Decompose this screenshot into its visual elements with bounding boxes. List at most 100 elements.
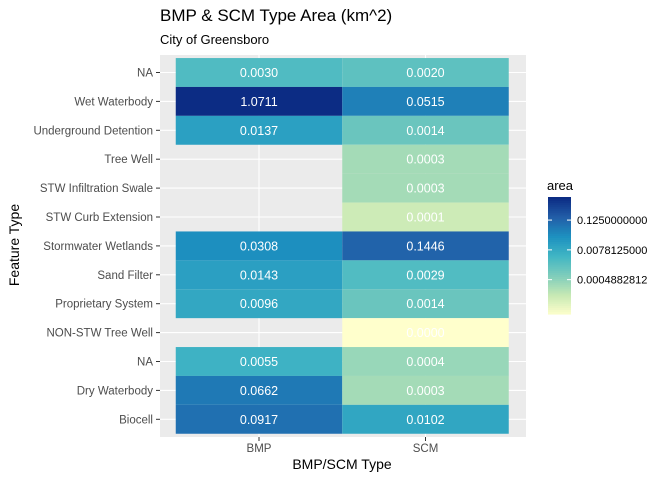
legend-colorbar-segment xyxy=(548,312,571,315)
y-tick-label: Underground Detention xyxy=(33,125,153,137)
heatmap-cell xyxy=(342,58,509,87)
legend-colorbar-segment xyxy=(548,304,571,307)
legend-title: area xyxy=(547,178,574,193)
cell-value-label: 0.0003 xyxy=(406,182,444,196)
y-tick-label: NA xyxy=(137,357,153,369)
legend-colorbar-segment xyxy=(548,236,571,239)
color-legend: area 0.1250000000 0.0078125000 0.000488281… xyxy=(547,178,647,315)
cell-value-label: 0.0137 xyxy=(240,124,278,138)
legend-colorbar-segment xyxy=(548,292,571,296)
heatmap-cell xyxy=(342,202,509,232)
cell-value-label: 1.0711 xyxy=(240,95,277,109)
legend-colorbar-segment xyxy=(548,298,571,301)
legend-colorbar-segment xyxy=(548,261,571,264)
legend-colorbar-segment xyxy=(548,286,571,290)
cell-value-label: 0.0143 xyxy=(240,268,278,282)
legend-break-label: 0.0078125000 xyxy=(577,245,647,257)
legend-break-label: 0.1250000000 xyxy=(577,215,647,227)
legend-colorbar-segment xyxy=(548,243,571,247)
heatmap-cell xyxy=(342,318,509,348)
legend-colorbar-segment xyxy=(548,220,571,223)
x-axis-tick-labels: BMP SCM xyxy=(247,437,438,455)
legend-colorbar-segment xyxy=(548,216,571,220)
legend-colorbar-segment xyxy=(548,198,571,202)
y-tick-label: Tree Well xyxy=(104,154,153,166)
cell-value-label: 0.0004 xyxy=(406,355,444,369)
heatmap-cell xyxy=(342,375,509,405)
legend-colorbar-segment xyxy=(548,232,571,235)
chart-title: BMP & SCM Type Area (km^2) xyxy=(160,6,392,25)
cell-value-label: 0.1446 xyxy=(406,239,444,253)
cell-value-label: 0.0917 xyxy=(240,413,278,427)
heatmap-cells: 0.0030 0.0020 1.0711 0.0515 0.0137 0.0014 0.00… xyxy=(175,58,509,434)
legend-colorbar-segment xyxy=(548,269,571,272)
cell-value-label: 0.0662 xyxy=(240,384,278,398)
heatmap-cell xyxy=(175,375,343,405)
y-tick-label: Sand Filter xyxy=(97,270,153,282)
legend-colorbar-segment xyxy=(548,208,571,212)
legend-colorbar-segment xyxy=(548,275,571,278)
y-tick-label: STW Curb Extension xyxy=(46,212,153,224)
legend-colorbar-segment xyxy=(548,200,571,204)
legend-colorbar-segment xyxy=(548,310,571,313)
legend-colorbar-segment xyxy=(548,257,571,260)
legend-colorbar-segment xyxy=(548,214,571,218)
legend-colorbar-segment xyxy=(548,212,571,216)
y-tick-label: Biocell xyxy=(119,414,153,426)
heatmap-cell xyxy=(175,58,343,87)
y-tick-label: Wet Waterbody xyxy=(74,96,153,108)
legend-colorbar-segment xyxy=(548,288,571,292)
legend-colorbar-segment xyxy=(548,253,571,257)
heatmap-cell xyxy=(342,289,509,319)
legend-colorbar-segment xyxy=(548,290,571,294)
legend-colorbar-segment xyxy=(548,230,571,233)
legend-colorbar-segment xyxy=(548,302,571,305)
y-tick-label: Stormwater Wetlands xyxy=(43,241,153,253)
y-tick-label: NON-STW Tree Well xyxy=(47,328,154,340)
legend-colorbar-segment xyxy=(548,282,571,286)
heatmap-cell xyxy=(175,347,343,376)
heatmap-cell xyxy=(342,260,509,290)
heatmap-cell xyxy=(342,144,509,174)
legend-colorbar-segment xyxy=(548,226,571,229)
heatmap-cell xyxy=(342,347,509,376)
y-tick-label: NA xyxy=(137,68,153,80)
heatmap-cell xyxy=(175,115,343,145)
legend-colorbar-segment xyxy=(548,247,571,251)
legend-colorbar-segment xyxy=(548,234,571,237)
heatmap-cell xyxy=(175,260,343,290)
legend-colorbar-segment xyxy=(548,296,571,299)
legend-colorbar-segment xyxy=(548,245,571,249)
legend-colorbar-segment xyxy=(548,222,571,225)
legend-colorbar-segment xyxy=(548,306,571,309)
legend-colorbar-segment xyxy=(548,259,571,262)
legend-colorbar-segment xyxy=(548,271,571,274)
cell-value-label: 0.0030 xyxy=(240,66,278,80)
y-tick-label: Dry Waterbody xyxy=(77,385,154,397)
cell-value-label: 0.0003 xyxy=(406,384,444,398)
y-axis-title: Feature Type xyxy=(6,204,22,286)
cell-value-label: 0.0515 xyxy=(406,95,444,109)
legend-colorbar-segment xyxy=(548,308,571,311)
legend-colorbar-segment xyxy=(548,228,571,231)
legend-colorbar-segment xyxy=(548,202,571,206)
y-tick-label: STW Infiltration Swale xyxy=(40,183,153,195)
cell-value-label: 0.0001 xyxy=(406,211,444,225)
cell-value-label: 0.0029 xyxy=(406,268,444,282)
y-tick-label: Proprietary System xyxy=(55,299,153,311)
legend-colorbar-segment xyxy=(548,280,571,284)
heatmap-cell xyxy=(175,289,343,319)
x-axis-title: BMP/SCM Type xyxy=(292,456,392,472)
heatmap-cell xyxy=(175,231,343,261)
cell-value-label: 0.0055 xyxy=(240,355,278,369)
legend-colorbar-segment xyxy=(548,300,571,303)
legend-colorbar-segment xyxy=(548,294,571,298)
legend-colorbar-segment xyxy=(548,273,571,276)
cell-value-label: 0.0014 xyxy=(406,124,444,138)
legend-colorbar-segment xyxy=(548,218,571,221)
y-axis-tick-labels: NA Wet Waterbody Underground Detention Tree… xyxy=(33,68,160,426)
heatmap-cell xyxy=(342,86,509,116)
legend-colorbar-segment xyxy=(548,249,571,253)
cell-value-label: 0.0003 xyxy=(406,153,444,167)
